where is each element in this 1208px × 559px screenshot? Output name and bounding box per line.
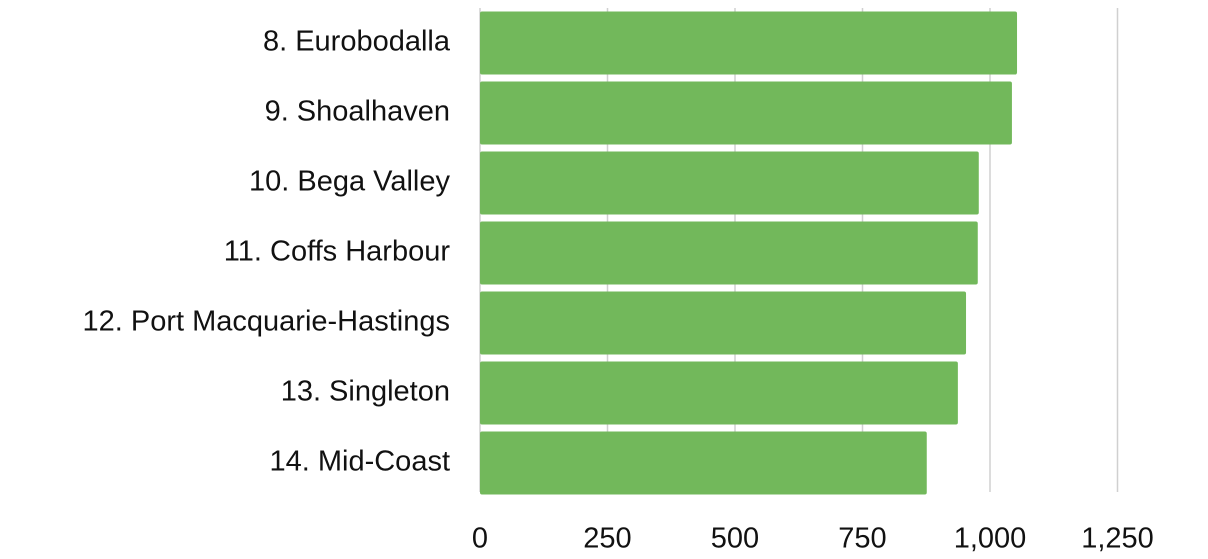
x-tick-label: 750: [838, 523, 886, 555]
y-tick-label: 9. Shoalhaven: [265, 96, 450, 128]
y-tick-label: 11. Coffs Harbour: [224, 236, 451, 268]
x-tick-label: 0: [472, 523, 488, 555]
y-tick-label: 10. Bega Valley: [249, 166, 450, 198]
x-tick-label: 500: [711, 523, 759, 555]
x-tick-label: 250: [583, 523, 631, 555]
y-tick-label: 13. Singleton: [281, 376, 450, 408]
y-tick-label: 14. Mid-Coast: [269, 446, 450, 478]
bar: [480, 291, 967, 355]
bar: [480, 81, 1012, 145]
x-tick-label: 1,000: [954, 523, 1027, 555]
bar: [480, 361, 958, 425]
y-tick-label: 12. Port Macquarie-Hastings: [83, 306, 451, 338]
bar: [480, 11, 1018, 75]
bar: [480, 151, 979, 215]
y-tick-label: 8. Eurobodalla: [263, 26, 451, 58]
x-tick-label: 1,250: [1081, 523, 1154, 555]
bar: [480, 431, 927, 495]
bar: [480, 221, 978, 285]
